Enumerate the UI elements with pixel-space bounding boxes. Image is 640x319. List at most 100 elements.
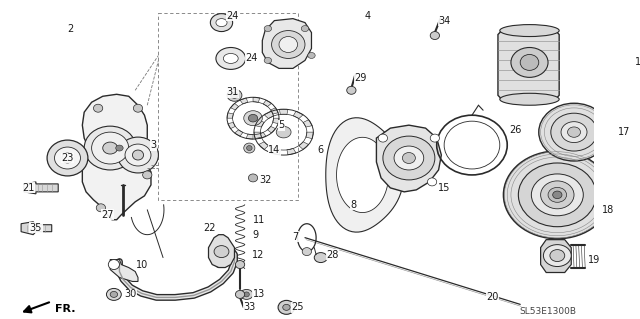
Ellipse shape xyxy=(500,93,559,105)
Ellipse shape xyxy=(62,153,73,163)
Polygon shape xyxy=(376,125,442,192)
Ellipse shape xyxy=(394,146,424,170)
Ellipse shape xyxy=(568,127,580,137)
Ellipse shape xyxy=(539,103,609,161)
Polygon shape xyxy=(254,132,261,138)
Ellipse shape xyxy=(216,48,246,70)
Ellipse shape xyxy=(211,14,232,32)
Polygon shape xyxy=(264,111,274,119)
Ellipse shape xyxy=(47,140,88,176)
Ellipse shape xyxy=(231,92,238,98)
Text: 8: 8 xyxy=(350,200,356,210)
Text: 33: 33 xyxy=(243,302,255,312)
Text: 25: 25 xyxy=(291,302,304,312)
Text: 26: 26 xyxy=(509,125,522,135)
Text: 15: 15 xyxy=(438,183,451,193)
Ellipse shape xyxy=(236,290,244,298)
Polygon shape xyxy=(280,109,288,115)
Text: 35: 35 xyxy=(30,223,42,233)
Ellipse shape xyxy=(223,54,238,63)
Ellipse shape xyxy=(103,142,118,154)
Ellipse shape xyxy=(248,115,258,122)
Polygon shape xyxy=(253,97,260,102)
Polygon shape xyxy=(498,31,559,99)
Polygon shape xyxy=(299,142,308,150)
Ellipse shape xyxy=(84,126,136,170)
Polygon shape xyxy=(303,120,312,127)
Text: 2: 2 xyxy=(67,24,74,33)
Ellipse shape xyxy=(279,37,298,52)
Polygon shape xyxy=(541,240,572,272)
Ellipse shape xyxy=(314,253,327,263)
Ellipse shape xyxy=(278,300,295,314)
Ellipse shape xyxy=(264,26,271,32)
Ellipse shape xyxy=(430,134,440,142)
Text: 10: 10 xyxy=(136,260,148,270)
Text: 4: 4 xyxy=(364,11,370,21)
Ellipse shape xyxy=(283,304,290,310)
Text: 21: 21 xyxy=(22,183,35,193)
Text: 9: 9 xyxy=(253,230,259,240)
Ellipse shape xyxy=(96,204,106,212)
Text: 30: 30 xyxy=(124,289,137,300)
Polygon shape xyxy=(271,108,278,114)
Ellipse shape xyxy=(110,292,118,297)
Text: 6: 6 xyxy=(317,145,324,155)
Ellipse shape xyxy=(236,261,244,269)
Text: 24: 24 xyxy=(245,54,257,63)
Polygon shape xyxy=(268,126,276,133)
Ellipse shape xyxy=(264,57,271,63)
Text: 3: 3 xyxy=(150,140,157,150)
Polygon shape xyxy=(246,134,253,139)
Ellipse shape xyxy=(54,147,81,169)
Polygon shape xyxy=(21,222,52,235)
Text: 5: 5 xyxy=(278,120,285,130)
Polygon shape xyxy=(235,130,243,136)
Text: 22: 22 xyxy=(203,223,216,233)
Polygon shape xyxy=(209,235,234,268)
Text: FR.: FR. xyxy=(56,304,76,314)
Ellipse shape xyxy=(511,48,548,78)
Text: 12: 12 xyxy=(252,249,265,260)
Polygon shape xyxy=(293,111,303,119)
Ellipse shape xyxy=(550,249,564,262)
Ellipse shape xyxy=(106,288,122,300)
Ellipse shape xyxy=(541,181,574,209)
Ellipse shape xyxy=(143,171,152,179)
Ellipse shape xyxy=(403,152,415,163)
Text: 28: 28 xyxy=(326,249,339,260)
Text: 20: 20 xyxy=(486,293,499,302)
Ellipse shape xyxy=(428,178,436,186)
Polygon shape xyxy=(262,19,312,68)
Ellipse shape xyxy=(93,104,103,112)
Polygon shape xyxy=(306,132,314,138)
Polygon shape xyxy=(263,100,271,107)
Polygon shape xyxy=(24,182,58,194)
Polygon shape xyxy=(110,260,138,281)
Text: 7: 7 xyxy=(292,232,299,242)
Text: 14: 14 xyxy=(268,145,280,155)
Ellipse shape xyxy=(248,174,258,182)
Ellipse shape xyxy=(504,151,611,239)
Ellipse shape xyxy=(244,292,250,297)
Polygon shape xyxy=(337,137,388,212)
Text: 11: 11 xyxy=(252,215,265,225)
Polygon shape xyxy=(240,98,248,104)
Ellipse shape xyxy=(132,150,143,160)
Ellipse shape xyxy=(108,260,120,270)
Ellipse shape xyxy=(302,248,312,256)
Polygon shape xyxy=(255,120,264,127)
Text: SL53E1300B: SL53E1300B xyxy=(520,307,577,316)
Ellipse shape xyxy=(216,19,227,26)
Polygon shape xyxy=(227,113,234,118)
Text: 27: 27 xyxy=(101,210,114,220)
Text: 32: 32 xyxy=(259,175,271,185)
Ellipse shape xyxy=(551,113,597,151)
Ellipse shape xyxy=(500,25,559,37)
Ellipse shape xyxy=(553,191,562,199)
Text: 29: 29 xyxy=(355,73,367,83)
Ellipse shape xyxy=(271,31,305,58)
Ellipse shape xyxy=(246,145,252,151)
Ellipse shape xyxy=(308,52,315,58)
Text: 31: 31 xyxy=(227,87,239,97)
